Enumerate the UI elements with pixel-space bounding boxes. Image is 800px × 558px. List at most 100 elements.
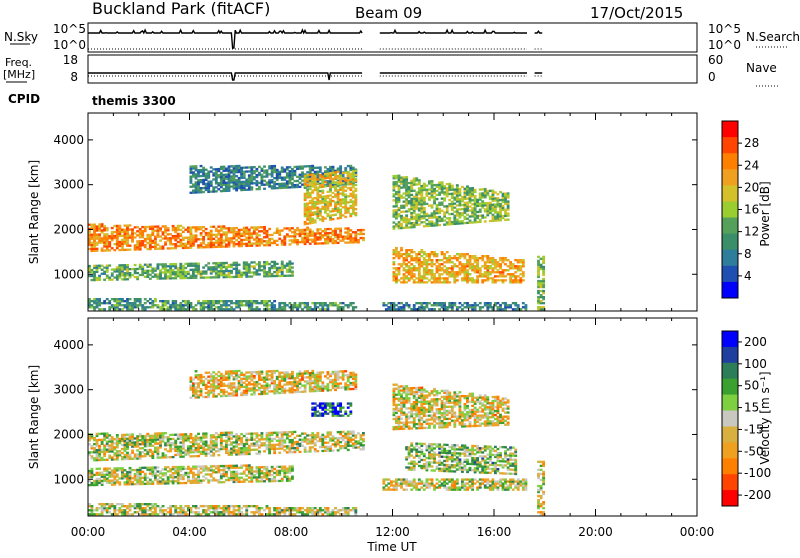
heatmap-cell	[398, 251, 401, 253]
heatmap-cell	[202, 300, 205, 302]
heatmap-cell	[174, 245, 177, 247]
heatmap-cell	[436, 267, 439, 269]
heatmap-cell	[479, 203, 482, 205]
heatmap-cell	[101, 451, 104, 453]
heatmap-cell	[116, 467, 119, 469]
heatmap-cell	[217, 454, 220, 456]
heatmap-cell	[276, 308, 279, 310]
heatmap-cell	[352, 192, 355, 194]
heatmap-cell	[438, 184, 441, 186]
heatmap-cell	[273, 450, 276, 452]
heatmap-cell	[459, 273, 462, 275]
heatmap-cell	[436, 204, 439, 206]
heatmap-cell	[428, 199, 431, 201]
heatmap-cell	[354, 208, 357, 210]
heatmap-cell	[464, 208, 467, 210]
heatmap-cell	[289, 302, 292, 304]
heatmap-cell	[474, 189, 477, 191]
heatmap-cell	[273, 271, 276, 273]
heatmap-cell	[118, 270, 121, 272]
heatmap-cell	[172, 466, 175, 468]
heatmap-cell	[283, 227, 286, 229]
heatmap-cell	[248, 245, 251, 247]
heatmap-cell	[398, 199, 401, 201]
heatmap-cell	[481, 204, 484, 206]
heatmap-cell	[276, 240, 279, 242]
heatmap-cell	[164, 482, 167, 484]
heatmap-cell	[118, 227, 121, 229]
heatmap-cell	[469, 259, 472, 261]
heatmap-cell	[108, 302, 111, 304]
heatmap-cell	[484, 208, 487, 210]
heatmap-cell	[464, 275, 467, 277]
heatmap-cell	[238, 453, 241, 455]
heatmap-cell	[276, 179, 279, 181]
heatmap-cell	[212, 238, 215, 240]
heatmap-cell	[169, 450, 172, 452]
heatmap-cell	[438, 220, 441, 222]
heatmap-cell	[205, 228, 208, 230]
heatmap-cell	[162, 468, 165, 470]
heatmap-cell	[157, 438, 160, 440]
heatmap-cell	[337, 171, 340, 173]
heatmap-cell	[235, 276, 238, 278]
heatmap-cell	[215, 302, 218, 304]
heatmap-cell	[126, 442, 129, 444]
heatmap-cell	[179, 225, 182, 227]
heatmap-cell	[436, 198, 439, 200]
heatmap-cell	[291, 170, 294, 172]
heatmap-cell	[144, 435, 147, 437]
heatmap-cell	[139, 242, 142, 244]
heatmap-cell	[329, 215, 332, 217]
heatmap-cell	[360, 444, 363, 446]
heatmap-cell	[146, 433, 149, 435]
heatmap-cell	[253, 228, 256, 230]
heatmap-cell	[164, 444, 167, 446]
heatmap-cell	[324, 230, 327, 232]
heatmap-cell	[484, 192, 487, 194]
heatmap-cell	[347, 241, 350, 243]
heatmap-cell	[405, 214, 408, 216]
heatmap-cell	[151, 240, 154, 242]
heatmap-cell	[136, 455, 139, 457]
heatmap-cell	[489, 190, 492, 192]
heatmap-cell	[139, 232, 142, 234]
heatmap-cell	[507, 212, 510, 214]
heatmap-cell	[179, 442, 182, 444]
heatmap-cell	[192, 226, 195, 228]
heatmap-cell	[494, 209, 497, 211]
heatmap-cell	[106, 434, 109, 436]
heatmap-cell	[497, 308, 500, 310]
heatmap-cell	[93, 437, 96, 439]
heatmap-cell	[314, 213, 317, 215]
heatmap-cell	[443, 199, 446, 201]
heatmap-cell	[248, 170, 251, 172]
heatmap-cell	[443, 211, 446, 213]
heatmap-cell	[197, 269, 200, 271]
heatmap-cell	[124, 444, 127, 446]
heatmap-cell	[327, 431, 330, 433]
heatmap-cell	[124, 458, 127, 460]
heatmap-cell	[172, 478, 175, 480]
heatmap-cell	[354, 235, 357, 237]
heatmap-cell	[354, 202, 357, 204]
heatmap-cell	[131, 446, 134, 448]
heatmap-cell	[200, 187, 203, 189]
heatmap-cell	[276, 171, 279, 173]
heatmap-cell	[537, 296, 540, 298]
heatmap-cell	[464, 216, 467, 218]
heatmap-cell	[456, 186, 459, 188]
heatmap-cell	[154, 298, 157, 300]
heatmap-cell	[489, 220, 492, 222]
heatmap-cell	[349, 235, 352, 237]
heatmap-cell	[134, 458, 137, 460]
heatmap-cell	[332, 208, 335, 210]
heatmap-cell	[154, 439, 157, 441]
heatmap-cell	[339, 447, 342, 449]
heatmap-cell	[261, 436, 264, 438]
heatmap-cell	[157, 480, 160, 482]
heatmap-cell	[101, 265, 104, 267]
heatmap-cell	[187, 231, 190, 233]
heatmap-cell	[177, 454, 180, 456]
heatmap-cell	[347, 207, 350, 209]
